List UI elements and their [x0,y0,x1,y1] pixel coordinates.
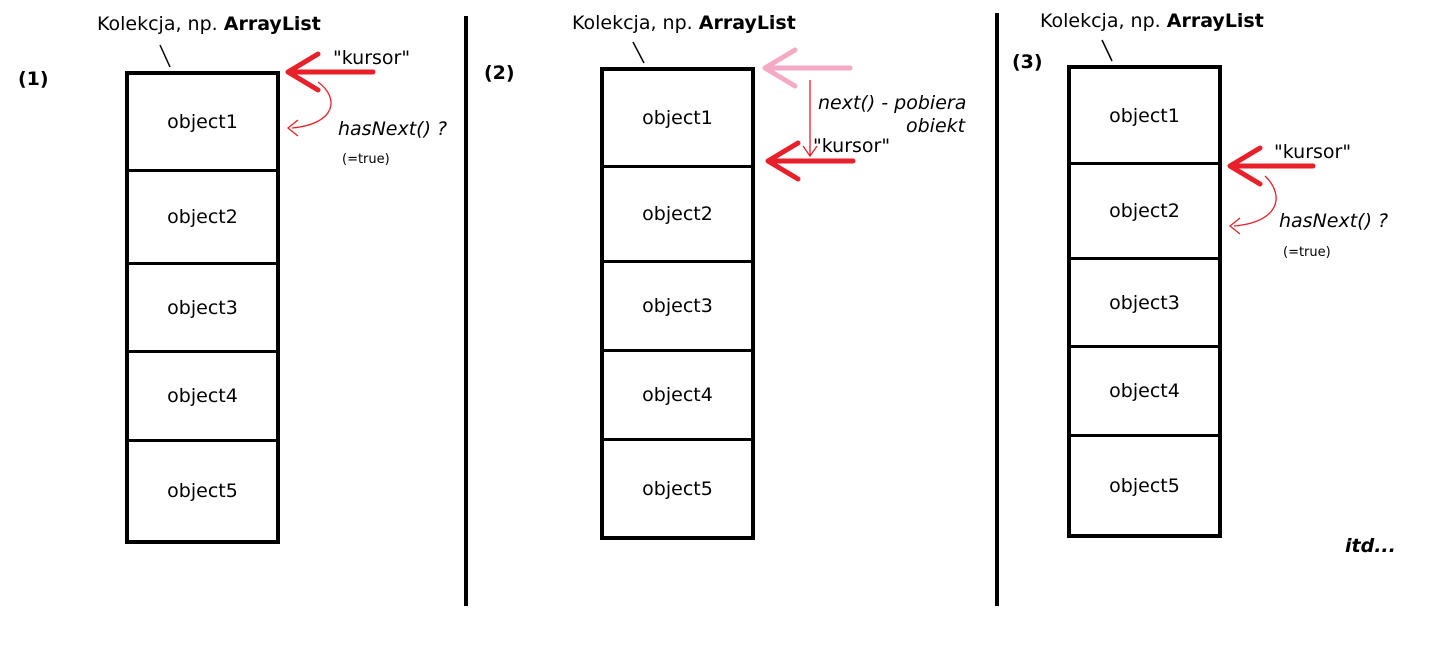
panel-1-hasnext-question: hasNext() ? [338,118,448,140]
panel-2-title: Kolekcja, np. ArrayList [572,12,796,34]
panel-3-object-1: object1 [1071,69,1218,165]
panel-3-object-4: object4 [1071,348,1218,437]
panel-1-cursor-arrow-icon [285,51,376,93]
panel-2-object-1: object1 [604,71,751,168]
panel-3-title: Kolekcja, np. ArrayList [1040,10,1264,32]
panel-2-step-label: (2) [484,62,515,84]
panel-2-object-4: object4 [604,352,751,441]
panel-3-curved-arrow-icon [1228,175,1277,235]
panel-3-object-5: object5 [1109,474,1180,497]
panel-3-object-3: object3 [1071,260,1218,348]
panel-3-step-label: (3) [1012,51,1043,73]
panel-3-title-leader [1101,39,1113,62]
panel-2-object-3: object3 [604,263,751,352]
panel-1-curved-arrow-icon [286,81,332,137]
panel-1-hasnext-answer: (=true) [342,152,390,167]
panel-1-title: Kolekcja, np. ArrayList [97,13,321,35]
panel-2-next-text-line1: next() - pobiera [818,92,967,114]
panel-3-cursor-arrow-icon [1227,145,1316,187]
panel-3-object-2: object2 [1071,165,1218,260]
panel-separator-2 [995,13,999,606]
panel-3-hasnext-question: hasNext() ? [1279,210,1389,232]
panel-2-object-5: object5 [642,477,713,500]
panel-2-cursor-arrow-icon [765,140,856,182]
panel-2-object-2: object2 [604,168,751,263]
panel-1-collection: object1 object2 object3 object4 object5 [125,71,280,544]
panel-1-step-label: (1) [18,68,49,90]
panel-1-object-4: object4 [129,353,276,442]
panel-2-collection: object1 object2 object3 object4 object5 [600,67,755,540]
panel-2-next-text-line2: obiekt [906,115,966,137]
panel-2-down-arrow-icon [802,80,818,158]
panel-separator-1 [464,16,468,606]
panel-1-cursor-label: "kursor" [333,47,411,69]
panel-1-object-3: object3 [129,265,276,353]
panel-1-object-1: object1 [129,75,276,172]
panel-2-old-cursor-arrow-icon [762,47,853,89]
panel-1-object-2: object2 [129,172,276,265]
panel-3-cursor-label: "kursor" [1274,141,1352,163]
panel-2-cursor-label: "kursor" [813,135,891,157]
etc-label: itd... [1345,535,1396,557]
panel-1-object-5: object5 [167,480,238,502]
panel-3-hasnext-answer: (=true) [1283,245,1331,260]
panel-3-collection: object1 object2 object3 object4 object5 [1067,65,1222,538]
panel-1-title-leader [159,44,171,68]
panel-2-title-leader [632,41,645,64]
